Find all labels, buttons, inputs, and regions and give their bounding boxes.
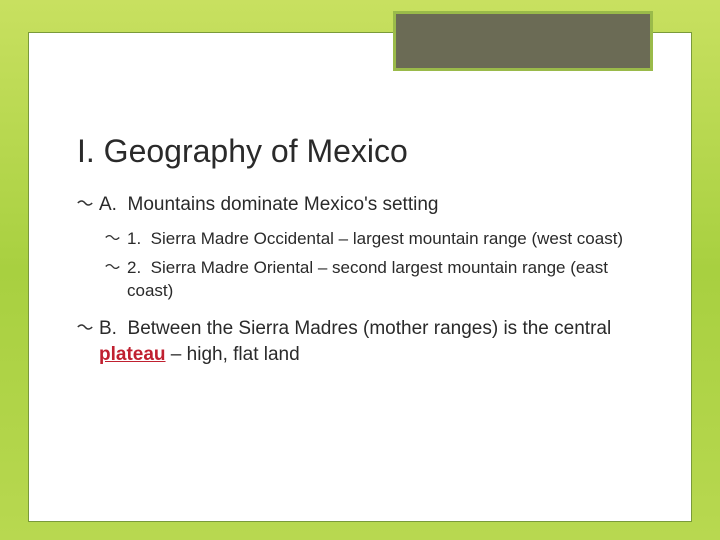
sub-group-a: 1. Sierra Madre Occidental – largest mou…: [77, 228, 643, 303]
point-a2: 2. Sierra Madre Oriental – second larges…: [105, 257, 643, 303]
point-a: A. Mountains dominate Mexico's setting: [77, 192, 643, 218]
slide-card: I. Geography of Mexico A. Mountains domi…: [28, 32, 692, 522]
point-a1-text: Sierra Madre Occidental – largest mounta…: [151, 229, 623, 248]
point-a2-label: 2.: [127, 258, 141, 277]
point-b-label: B.: [99, 318, 117, 339]
slide-content: I. Geography of Mexico A. Mountains domi…: [77, 133, 643, 378]
corner-accent-box: [393, 11, 653, 71]
point-a2-text: Sierra Madre Oriental – second largest m…: [127, 258, 608, 300]
slide-title: I. Geography of Mexico: [77, 133, 643, 170]
point-b-keyword: plateau: [99, 344, 166, 365]
point-b-pre: Between the Sierra Madres (mother ranges…: [128, 318, 612, 339]
point-b: B. Between the Sierra Madres (mother ran…: [77, 316, 643, 367]
point-a-label: A.: [99, 194, 117, 215]
point-a-text: Mountains dominate Mexico's setting: [128, 194, 439, 215]
point-b-post: – high, flat land: [166, 344, 300, 365]
point-a1-label: 1.: [127, 229, 141, 248]
point-a1: 1. Sierra Madre Occidental – largest mou…: [105, 228, 643, 251]
